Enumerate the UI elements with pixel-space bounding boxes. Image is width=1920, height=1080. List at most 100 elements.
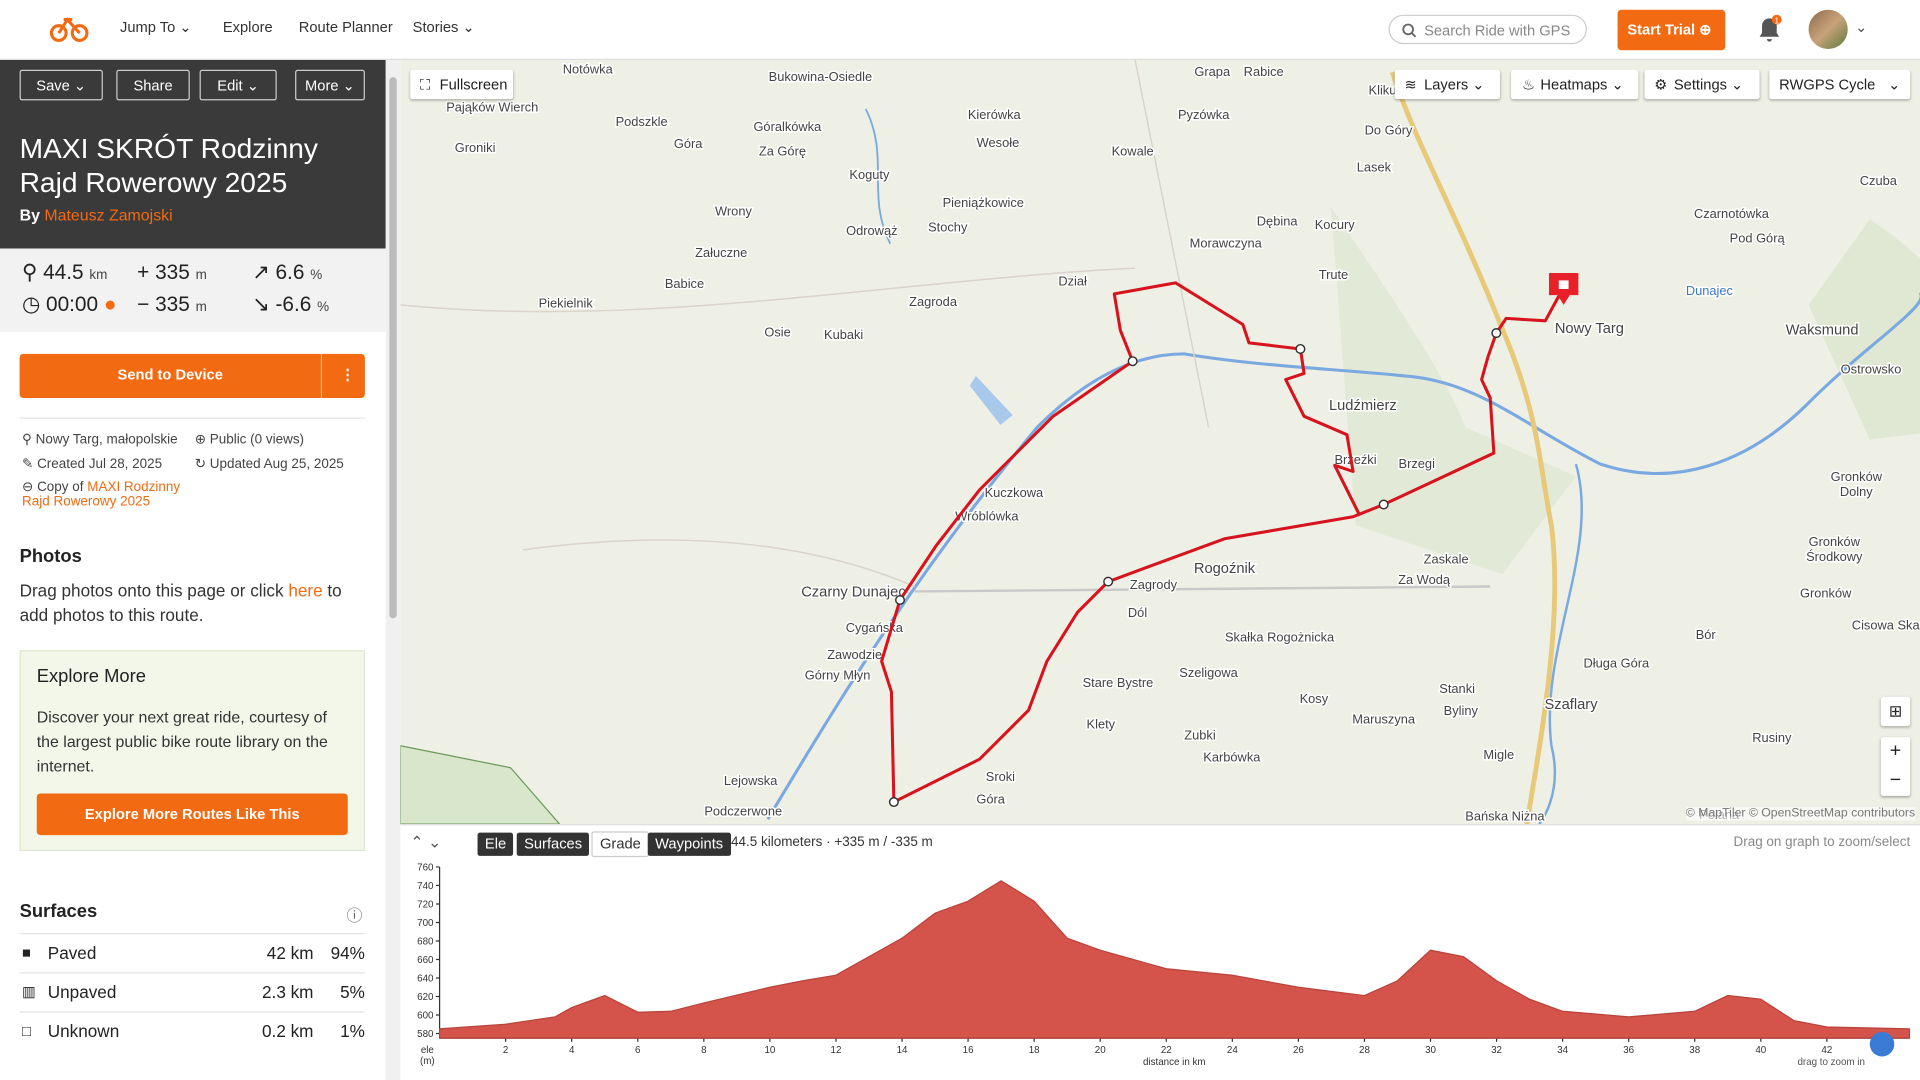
attribution: © MapTiler © OpenStreetMap contributors [1685, 806, 1916, 821]
place-label: Stochy [928, 219, 968, 234]
surface-icon: ■ [22, 944, 31, 962]
place-label: Dolny [1840, 484, 1873, 499]
place-label: Stanki [1439, 681, 1475, 696]
place-label: Gronków [1831, 469, 1883, 484]
stats: ⚲ 44.5 km + 335 m ↗ 6.6 % ◷ 00:00 ● − 33… [0, 248, 386, 332]
collapse-buttons[interactable]: ⌃ ⌄ [410, 832, 442, 852]
place-label: Zubki [1184, 728, 1215, 743]
place-label: Byliny [1444, 703, 1479, 718]
tab-grade[interactable]: Grade [591, 831, 650, 858]
x-tick-label: 40 [1755, 1045, 1766, 1056]
route-line [880, 281, 1562, 804]
surface-name: Unknown [47, 1021, 120, 1041]
nav-explore[interactable]: Explore [222, 18, 273, 36]
avatar-menu[interactable]: ⌄ [1855, 18, 1868, 36]
place-label: Załuczne [695, 245, 747, 260]
route-header: Save ⌄ Share Edit ⌄ More ⌄ MAXI SKRÓT Ro… [0, 60, 386, 249]
x-tick-label: 12 [831, 1045, 842, 1056]
location: ⚲ Nowy Targ, małopolskie [22, 432, 178, 447]
share-button[interactable]: Share [116, 69, 190, 101]
place-label: Karbówka [1203, 750, 1261, 765]
place-label: Klety [1087, 717, 1116, 732]
place-label: Sroki [986, 769, 1015, 784]
help-button[interactable] [1869, 1032, 1895, 1057]
copy-of: ⊖ Copy of MAXI Rodzinny Rajd Rowerowy 20… [22, 480, 181, 510]
heatmaps-button[interactable]: ♨ Heatmaps ⌄ [1511, 69, 1639, 100]
place-label: Środkowy [1806, 549, 1863, 564]
x-tick-label: 2 [503, 1045, 508, 1056]
y-tick-label: 760 [417, 863, 434, 874]
direction-arrow [1103, 576, 1114, 587]
scrollbar[interactable] [385, 60, 401, 1080]
fullscreen-button[interactable]: ⛶ Fullscreen [410, 69, 514, 100]
x-tick-label: 38 [1689, 1045, 1700, 1056]
place-label: Podczerwone [704, 804, 782, 819]
settings-button[interactable]: ⚙ Settings ⌄ [1644, 69, 1760, 100]
top-bar: Jump To ⌄ Explore Route Planner Stories … [0, 0, 1920, 61]
bell[interactable]: 1 [1756, 14, 1783, 44]
surfaces-heading: Surfaces [19, 901, 98, 923]
place-label: Czarnotówka [1694, 206, 1770, 221]
x-tick-label: 20 [1095, 1045, 1106, 1056]
photos-link[interactable]: here [288, 580, 323, 601]
layers-button[interactable]: ≋ Layers ⌄ [1394, 69, 1501, 100]
tab-ele[interactable]: Ele [477, 832, 514, 856]
x-tick-label: 42 [1821, 1045, 1832, 1056]
place-label: Babice [665, 276, 704, 291]
search[interactable]: Search Ride with GPS [1388, 14, 1587, 45]
author[interactable]: Mateusz Zamojski [44, 205, 173, 225]
x-tick-label: 10 [764, 1045, 775, 1056]
surface-row: □ Unknown 0.2 km 1% [19, 1011, 365, 1050]
place-label: Osie [764, 325, 790, 340]
map[interactable]: Notówka Bukowina-Osiedle Pająków Wierch Gro… [400, 60, 1920, 825]
edit-button[interactable]: Edit ⌄ [199, 69, 277, 101]
info-icon[interactable]: ⓘ [346, 906, 363, 925]
y-tick-label: 640 [417, 974, 434, 985]
surface-row: ▥ Unpaved 2.3 km 5% [19, 972, 365, 1011]
place-label: Dział [1058, 273, 1087, 288]
place-label: Skałka Rogożnicka [1225, 630, 1335, 645]
elevation-area [438, 880, 1911, 1039]
zoom-controls[interactable]: + − [1880, 737, 1911, 796]
place-label: Zawodzie [827, 647, 882, 662]
place-label: Zagrody [1130, 577, 1178, 592]
x-tick-label: 6 [635, 1045, 641, 1056]
nav-route-planner[interactable]: Route Planner [298, 18, 393, 36]
place-label: Kliku [1369, 82, 1397, 97]
place-label: Podszkle [616, 114, 668, 129]
place-label: Trute [1319, 267, 1349, 282]
place-label: Waksmund [1786, 322, 1859, 338]
tab-waypoints[interactable]: Waypoints [647, 832, 731, 856]
nav-jump-to[interactable]: Jump To ⌄ [120, 18, 192, 36]
place-label: Rusiny [1752, 730, 1792, 745]
grade-down: ↘ -6.6 % [252, 292, 330, 316]
place-label: Brzegi [1399, 456, 1435, 471]
more-button[interactable]: More ⌄ [295, 69, 365, 101]
place-label: Rabice [1244, 64, 1284, 79]
tab-surfaces[interactable]: Surfaces [516, 832, 590, 856]
avatar[interactable] [1808, 9, 1848, 49]
basemap-select[interactable]: RWGPS Cycle ⌄ [1769, 69, 1911, 100]
map-legend-button[interactable]: ⊞ [1880, 696, 1911, 727]
x-tick-label: 14 [897, 1045, 908, 1056]
nav-stories[interactable]: Stories ⌄ [412, 18, 475, 36]
explore-button[interactable]: Explore More Routes Like This [36, 793, 348, 836]
place-label: Pieniążkowice [943, 195, 1024, 210]
place-label: Koguty [849, 167, 890, 182]
map-canvas[interactable]: Notówka Bukowina-Osiedle Pająków Wierch Gro… [400, 60, 1920, 825]
place-label: Dól [1128, 605, 1147, 620]
copy-link[interactable]: MAXI Rodzinny Rajd Rowerowy 2025 [22, 480, 181, 510]
explore-text: Discover your next great ride, courtesy … [36, 707, 328, 776]
visibility: ⊕ Public (0 views) [194, 432, 305, 447]
send-to-device[interactable]: Send to Device ⋮ [19, 353, 365, 398]
direction-arrow [894, 594, 906, 606]
logo [49, 17, 89, 42]
save-button[interactable]: Save ⌄ [19, 69, 103, 101]
place-label: Kuczkowa [985, 485, 1044, 500]
place-label: Długa Góra [1583, 655, 1650, 670]
start-trial[interactable]: Start Trial ⊕ [1617, 9, 1726, 51]
y-tick-label: 720 [417, 900, 434, 911]
